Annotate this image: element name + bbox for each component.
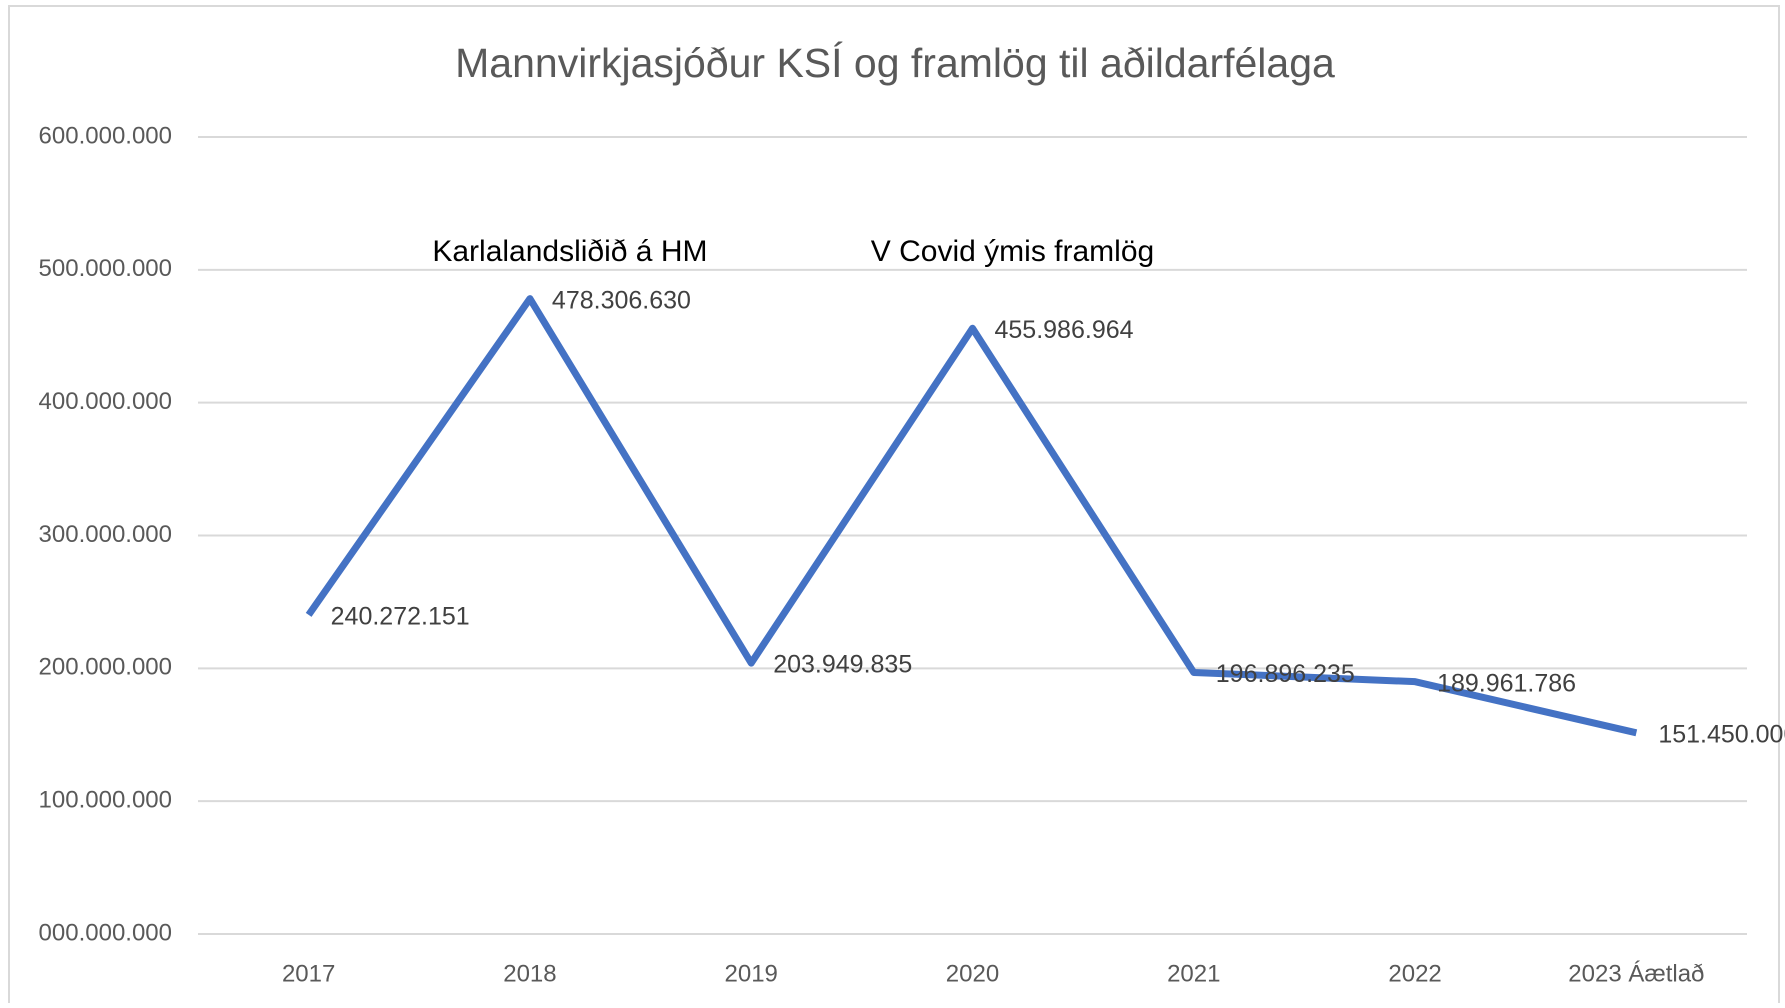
annotation: V Covid ýmis framlög [871, 235, 1154, 268]
x-tick-label: 2017 [282, 960, 335, 987]
chart-title: Mannvirkjasjóður KSÍ og framlög til aðil… [455, 40, 1335, 86]
chart-frame [8, 5, 1780, 1008]
y-tick-label: 600.000.000 [39, 122, 172, 149]
x-tick-label: 2020 [946, 960, 999, 987]
data-label: 189.961.786 [1437, 669, 1576, 697]
y-tick-label: 300.000.000 [39, 521, 172, 548]
y-tick-label: 100.000.000 [39, 787, 172, 814]
x-tick-label: 2022 [1388, 960, 1441, 987]
annotation: Karlalandsliðið á HM [432, 235, 707, 268]
data-label: 203.949.835 [773, 651, 912, 679]
y-tick-label: 200.000.000 [39, 654, 172, 681]
x-tick-label: 2019 [725, 960, 778, 987]
data-label: 196.896.235 [1216, 660, 1355, 688]
x-tick-label: 2018 [503, 960, 556, 987]
data-line [305, 295, 1638, 737]
y-tick-label: 500.000.000 [39, 255, 172, 282]
data-label: 455.986.964 [995, 316, 1134, 344]
y-tick-label: 400.000.000 [39, 388, 172, 415]
data-label: 478.306.630 [552, 286, 691, 314]
data-label: 151.450.000 [1658, 720, 1785, 748]
x-tick-label: 2023 Áætlað [1568, 960, 1704, 987]
y-tick-label: 000.000.000 [39, 919, 172, 946]
data-label: 240.272.151 [331, 602, 470, 630]
x-tick-label: 2021 [1167, 960, 1220, 987]
